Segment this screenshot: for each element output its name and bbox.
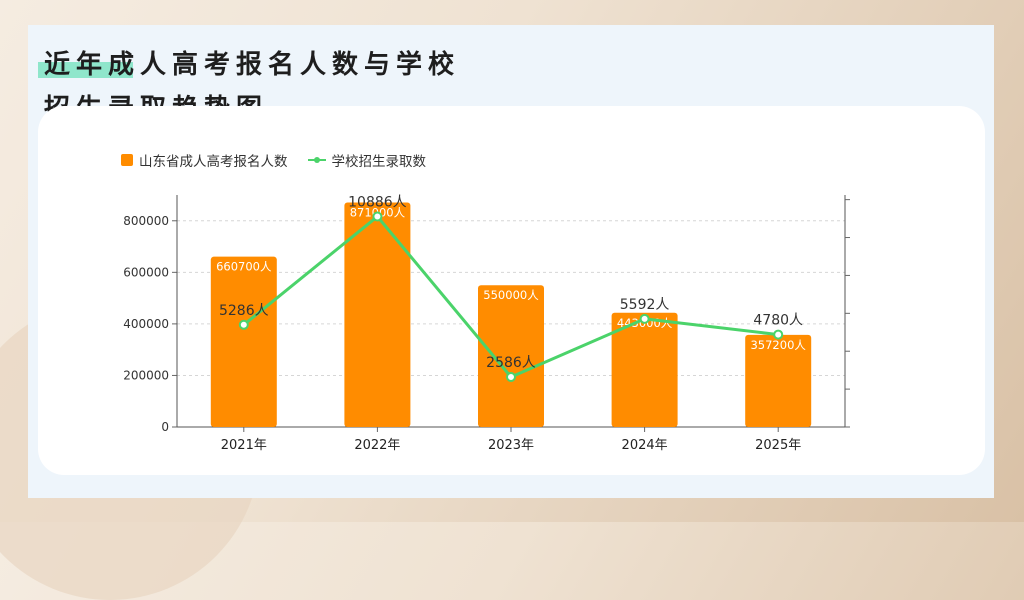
x-tick-label: 2024年: [622, 438, 668, 453]
bar-swatch-icon: [121, 154, 133, 166]
chart-legend: 山东省成人高考报名人数 学校招生录取数: [121, 150, 446, 170]
line-point-2025年[interactable]: [773, 329, 784, 340]
y-left-tick-label: 0: [161, 420, 169, 434]
bar-2021年[interactable]: [210, 256, 277, 427]
x-tick-label: 2021年: [221, 438, 267, 453]
y-left-tick-label: 200000: [123, 368, 169, 382]
legend-item-line-series[interactable]: 学校招生录取数: [307, 150, 427, 170]
bar-2023年[interactable]: [478, 285, 544, 427]
line-point-2021年[interactable]: [238, 319, 249, 330]
combo-chart: 0200000400000600000800000660700人871000人5…: [123, 195, 850, 453]
line-swatch-icon: [307, 154, 326, 166]
title-highlight: [38, 62, 133, 78]
y-left-tick-label: 800000: [123, 214, 169, 228]
legend-label-bar-series: 山东省成人高考报名人数: [139, 154, 288, 170]
legend-item-bar-series[interactable]: 山东省成人高考报名人数: [121, 150, 288, 170]
line-data-label: 10886人: [348, 195, 407, 211]
line-point-2022年[interactable]: [372, 211, 383, 222]
page-title-line-1: 近年成人高考报名人数与学校: [44, 50, 461, 80]
legend-label-line-series: 学校招生录取数: [331, 154, 427, 170]
bar-data-label: 660700人: [216, 260, 272, 274]
x-tick-label: 2023年: [488, 438, 534, 453]
line-data-label: 5592人: [620, 297, 670, 313]
bar-data-label: 550000人: [483, 288, 539, 302]
bar-2022年[interactable]: [344, 202, 411, 427]
bar-data-label: 357200人: [750, 338, 806, 352]
line-data-label: 2586人: [486, 355, 536, 371]
line-data-label: 4780人: [753, 313, 803, 329]
x-tick-label: 2022年: [354, 438, 400, 453]
line-data-label: 5286人: [219, 303, 269, 319]
line-point-2023年[interactable]: [506, 372, 516, 383]
bar-2025年[interactable]: [745, 334, 812, 427]
y-left-tick-label: 400000: [123, 317, 169, 331]
y-left-tick-label: 600000: [123, 265, 169, 279]
line-point-2024年[interactable]: [639, 313, 650, 324]
bar-2024年[interactable]: [611, 312, 678, 427]
x-tick-label: 2025年: [755, 438, 801, 453]
